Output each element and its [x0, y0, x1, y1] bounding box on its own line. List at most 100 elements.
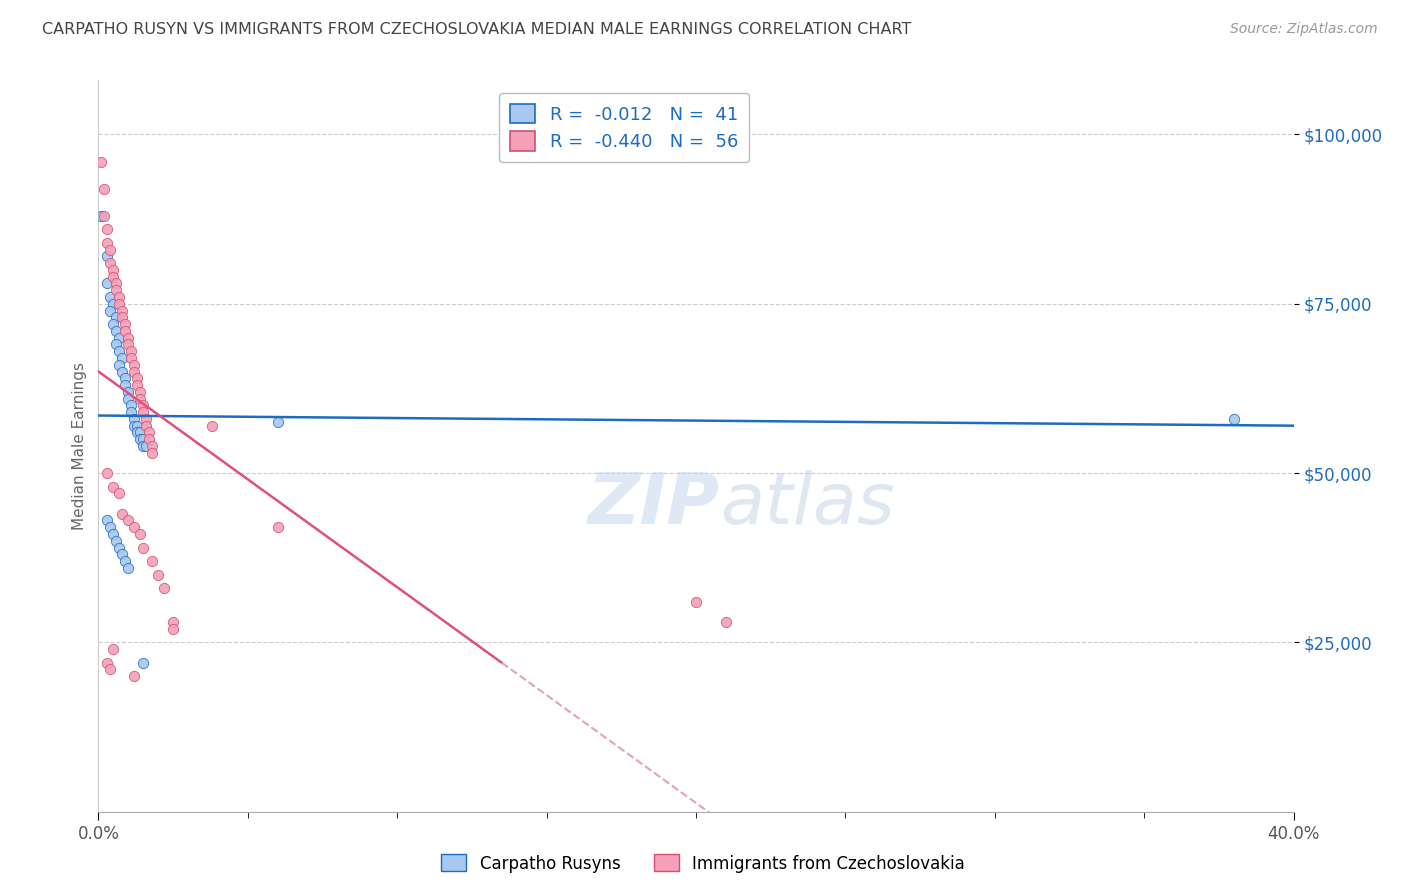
- Point: [135, 439, 157, 453]
- Text: CARPATHO RUSYN VS IMMIGRANTS FROM CZECHOSLOVAKIA MEDIAN MALE EARNINGS CORRELATIO: CARPATHO RUSYN VS IMMIGRANTS FROM CZECHO…: [42, 22, 911, 37]
- Point: [98, 256, 122, 270]
- Point: [111, 303, 134, 318]
- Point: [127, 371, 149, 385]
- Point: [93, 181, 115, 195]
- Point: [111, 507, 134, 521]
- Point: [141, 554, 163, 568]
- Point: [120, 344, 142, 359]
- Point: [111, 547, 134, 561]
- Point: [105, 533, 128, 548]
- Point: [111, 364, 134, 378]
- Point: [124, 364, 146, 378]
- Point: [132, 432, 155, 446]
- Point: [129, 527, 152, 541]
- Point: [129, 384, 152, 399]
- Point: [90, 209, 112, 223]
- Point: [201, 418, 224, 433]
- Point: [108, 358, 131, 372]
- Y-axis label: Median Male Earnings: Median Male Earnings: [72, 362, 87, 530]
- Point: [96, 466, 118, 480]
- Point: [124, 669, 146, 683]
- Point: [120, 405, 142, 419]
- Point: [108, 331, 131, 345]
- Point: [162, 615, 184, 629]
- Point: [117, 561, 139, 575]
- Point: [267, 415, 290, 429]
- Point: [129, 432, 152, 446]
- Point: [1223, 412, 1246, 426]
- Point: [117, 514, 139, 528]
- Point: [117, 337, 139, 351]
- Point: [138, 425, 160, 440]
- Point: [132, 656, 155, 670]
- Point: [127, 418, 149, 433]
- Point: [105, 324, 128, 338]
- Point: [162, 622, 184, 636]
- Point: [90, 154, 112, 169]
- Point: [98, 243, 122, 257]
- Point: [124, 418, 146, 433]
- Point: [103, 317, 125, 331]
- Point: [127, 425, 149, 440]
- Point: [129, 425, 152, 440]
- Point: [96, 222, 118, 236]
- Point: [111, 310, 134, 325]
- Point: [127, 378, 149, 392]
- Point: [114, 324, 136, 338]
- Point: [98, 520, 122, 534]
- Point: [153, 581, 176, 595]
- Point: [103, 527, 125, 541]
- Text: ZIP: ZIP: [588, 470, 720, 539]
- Point: [103, 263, 125, 277]
- Point: [132, 398, 155, 412]
- Point: [685, 595, 707, 609]
- Point: [135, 412, 157, 426]
- Point: [120, 351, 142, 365]
- Point: [108, 541, 131, 555]
- Point: [96, 277, 118, 291]
- Point: [108, 297, 131, 311]
- Point: [103, 269, 125, 284]
- Point: [132, 405, 155, 419]
- Point: [111, 351, 134, 365]
- Point: [96, 249, 118, 263]
- Point: [117, 384, 139, 399]
- Point: [98, 290, 122, 304]
- Point: [108, 344, 131, 359]
- Point: [98, 303, 122, 318]
- Point: [103, 480, 125, 494]
- Point: [114, 371, 136, 385]
- Legend: Carpatho Rusyns, Immigrants from Czechoslovakia: Carpatho Rusyns, Immigrants from Czechos…: [434, 847, 972, 880]
- Point: [103, 297, 125, 311]
- Point: [138, 432, 160, 446]
- Point: [108, 486, 131, 500]
- Point: [98, 663, 122, 677]
- Point: [105, 277, 128, 291]
- Point: [135, 418, 157, 433]
- Point: [129, 392, 152, 406]
- Point: [120, 398, 142, 412]
- Point: [96, 235, 118, 250]
- Point: [96, 514, 118, 528]
- Point: [114, 317, 136, 331]
- Point: [103, 642, 125, 657]
- Point: [105, 337, 128, 351]
- Point: [267, 520, 290, 534]
- Point: [105, 283, 128, 297]
- Point: [148, 567, 170, 582]
- Point: [96, 656, 118, 670]
- Point: [117, 392, 139, 406]
- Point: [132, 541, 155, 555]
- Point: [124, 412, 146, 426]
- Point: [141, 446, 163, 460]
- Point: [141, 439, 163, 453]
- Point: [114, 554, 136, 568]
- Text: atlas: atlas: [720, 470, 894, 539]
- Text: Source: ZipAtlas.com: Source: ZipAtlas.com: [1230, 22, 1378, 37]
- Point: [117, 331, 139, 345]
- Point: [714, 615, 737, 629]
- Legend: R =  -0.012   N =  41, R =  -0.440   N =  56: R = -0.012 N = 41, R = -0.440 N = 56: [499, 93, 749, 161]
- Point: [108, 290, 131, 304]
- Point: [105, 310, 128, 325]
- Point: [93, 209, 115, 223]
